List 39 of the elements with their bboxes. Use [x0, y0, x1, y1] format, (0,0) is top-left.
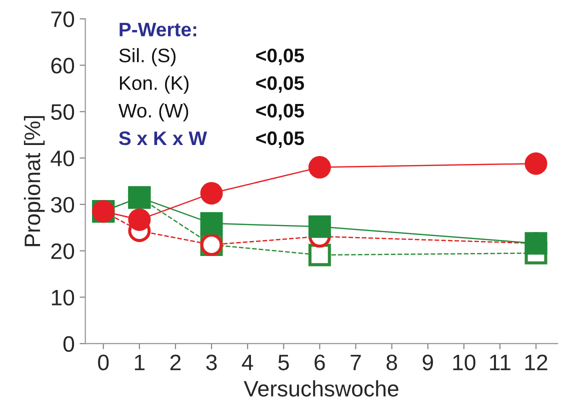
x-tick-label: 10: [453, 354, 476, 370]
y-tick-label: 30: [51, 196, 74, 213]
point: [128, 208, 151, 231]
x-tick-label: 7: [350, 354, 361, 370]
annotation: P-Werte:: [120, 22, 196, 36]
y-tick-label: 50: [51, 104, 74, 120]
point: [308, 215, 331, 238]
x-tick-label: 6: [314, 354, 325, 370]
x-tick-label: 3: [206, 354, 217, 370]
y-tick-label: 20: [51, 243, 74, 260]
x-tick-label: 9: [422, 354, 433, 370]
annotation: <0,05: [256, 104, 304, 120]
point: [200, 212, 223, 235]
point: [308, 244, 331, 266]
point: [308, 156, 331, 179]
y-tick-label: 0: [63, 336, 74, 352]
annotation: <0,05: [256, 131, 304, 148]
x-axis-title: Versuchswoche: [244, 380, 398, 397]
annotation: S x K x W: [118, 131, 207, 146]
x-tick-label: 2: [170, 354, 181, 370]
x-tick-label: 0: [98, 354, 109, 370]
x-tick-label: 8: [386, 354, 397, 370]
y-tick-label: 60: [51, 58, 74, 74]
y-axis-title: Propionat [%]: [24, 116, 45, 246]
point: [200, 182, 223, 205]
point: [524, 152, 548, 175]
x-tick-label: 1: [134, 354, 145, 370]
annotation: Kon. (K): [120, 76, 189, 94]
x-tick-label: 11: [490, 354, 510, 370]
annotation: Wo. (W): [118, 103, 188, 122]
y-tick-label: 70: [51, 11, 74, 28]
annotation: Sil. (S): [119, 48, 176, 66]
annotation: <0,05: [256, 76, 304, 93]
y-tick-label: 10: [52, 290, 74, 306]
x-tick-label: 12: [525, 354, 548, 370]
x-tick-label: 4: [242, 354, 254, 370]
x-tick-label: 5: [278, 354, 289, 370]
annotation: <0,05: [256, 48, 304, 66]
y-tick-label: 40: [50, 150, 74, 166]
